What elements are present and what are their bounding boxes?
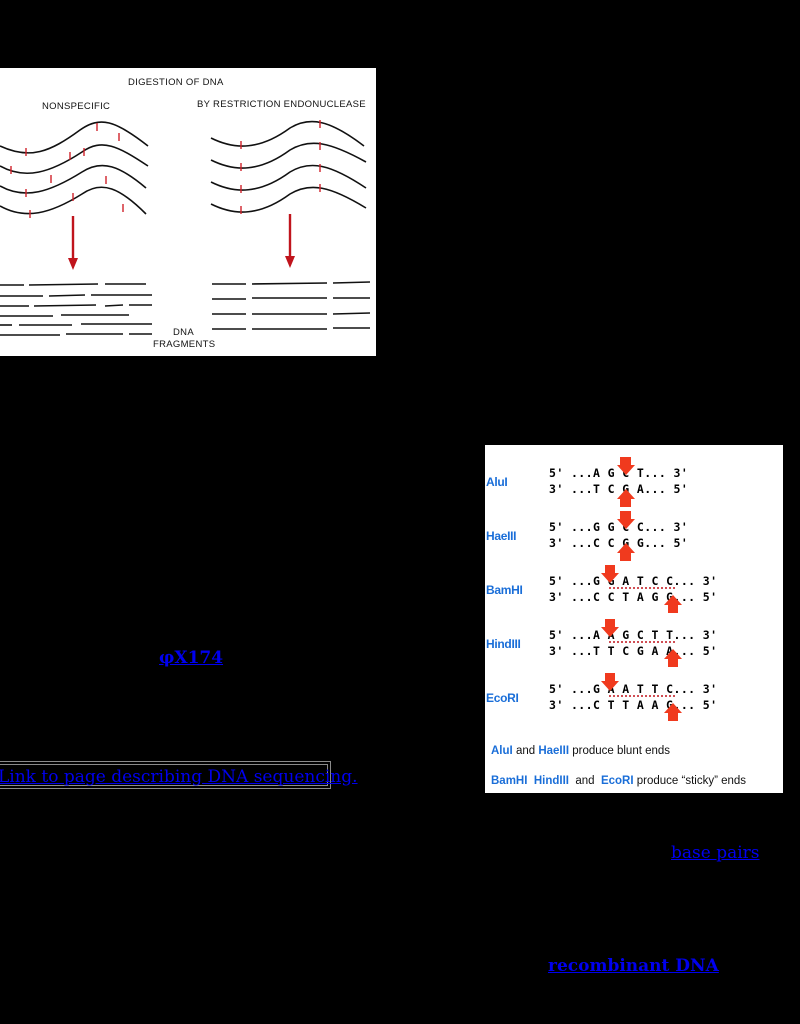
nonspecific-strands	[0, 121, 149, 215]
restriction-heading: BY RESTRICTION ENDONUCLEASE	[197, 99, 366, 110]
cut-arrow-up-icon	[664, 703, 682, 721]
ecori-sequence: 5' ...G A A T T C... 3' 3' ...C T T A A G…	[549, 682, 718, 712]
cut-arrow-down-icon	[601, 673, 619, 691]
enzyme-label-ecori: EcoRI	[486, 691, 519, 705]
enzyme-label-haeiii: HaeIII	[486, 529, 517, 543]
restriction-cut-marks	[240, 120, 321, 214]
phix174-link[interactable]: φX174	[159, 648, 224, 668]
restriction-strands	[210, 120, 367, 213]
restriction-fragments	[212, 281, 371, 330]
restriction-enzyme-figure: AluI 5' ...A G C T... 3' 3' ...T C G A...…	[485, 445, 783, 793]
dna-digestion-figure: DIGESTION OF DNA NONSPECIFIC BY RESTRICT…	[0, 68, 376, 356]
cut-arrow-up-icon	[664, 595, 682, 613]
cut-arrow-up-icon	[617, 489, 635, 507]
enzyme-label-alui: AluI	[486, 475, 508, 489]
sequencing-link-box: Link to page describing DNA sequencing.	[0, 761, 358, 789]
fragments-label-line2: FRAGMENTS	[153, 339, 215, 350]
cut-arrow-up-icon	[617, 543, 635, 561]
enzyme-label-hindiii: HindIII	[486, 637, 521, 651]
nonspecific-heading: NONSPECIFIC	[42, 101, 110, 112]
cut-arrow-down-icon	[601, 619, 619, 637]
fragments-label-line1: DNA	[173, 327, 194, 338]
cut-arrow-up-icon	[664, 649, 682, 667]
cut-arrow-down-icon	[617, 511, 635, 529]
cut-site-arrows	[601, 457, 682, 721]
enzyme-label-bamhi: BamHI	[486, 583, 523, 597]
sequencing-link-cell: Link to page describing DNA sequencing.	[0, 764, 358, 787]
cut-arrow-down-icon	[601, 565, 619, 583]
base-pairs-link[interactable]: base pairs	[671, 843, 760, 863]
blunt-ends-note: AluI and HaeIII produce blunt ends	[491, 745, 671, 757]
bamhi-sequence: 5' ...G G A T C C... 3' 3' ...C C T A G G…	[549, 574, 718, 604]
down-arrow-icon	[285, 214, 295, 268]
dna-sequencing-link[interactable]: Link to page describing DNA sequencing.	[0, 767, 358, 787]
haeiii-sequence: 5' ...G G C C... 3' 3' ...C C G G... 5'	[549, 520, 689, 550]
nonspecific-cut-marks	[10, 123, 124, 218]
figure-title: DIGESTION OF DNA	[128, 77, 224, 88]
down-arrow-icon	[68, 216, 78, 270]
nonspecific-fragments	[0, 283, 152, 336]
cut-arrow-down-icon	[617, 457, 635, 475]
recombinant-dna-link[interactable]: recombinant DNA	[548, 956, 719, 976]
sticky-ends-note: BamHI HindIII and EcoRI produce “sticky”…	[491, 775, 747, 787]
